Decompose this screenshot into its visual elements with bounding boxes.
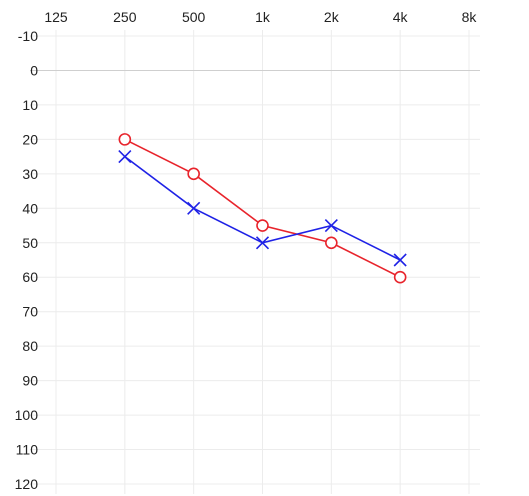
series-layer bbox=[118, 133, 407, 284]
data-point-cross bbox=[187, 201, 201, 215]
y-tick-label: 20 bbox=[22, 131, 38, 147]
x-tick-label: 8k bbox=[462, 9, 478, 25]
y-tick-label: 60 bbox=[22, 269, 38, 285]
data-point-cross bbox=[118, 150, 132, 164]
y-tick-label: 10 bbox=[22, 97, 38, 113]
x-tick-label: 125 bbox=[44, 9, 68, 25]
grid-lines bbox=[30, 30, 480, 494]
data-point-cross bbox=[324, 218, 338, 233]
y-tick-label: 70 bbox=[22, 304, 38, 320]
y-tick-label: 90 bbox=[22, 373, 38, 389]
data-point-circle bbox=[187, 167, 200, 181]
y-tick-label: 50 bbox=[22, 235, 38, 251]
y-tick-label: 120 bbox=[15, 476, 39, 492]
y-tick-label: 0 bbox=[30, 62, 38, 78]
x-axis-ticks: 125 250 500 1k 2k 4k 8k bbox=[44, 9, 477, 25]
x-tick-label: 500 bbox=[182, 9, 206, 25]
y-tick-label: 40 bbox=[22, 200, 38, 216]
data-point-circle bbox=[325, 236, 338, 250]
y-tick-label: 110 bbox=[16, 442, 39, 458]
y-tick-label: 80 bbox=[22, 338, 38, 354]
y-axis-ticks: -10 0 10 20 30 40 50 60 70 80 90 100 110 120 bbox=[15, 28, 39, 492]
data-point-circle bbox=[393, 270, 407, 284]
x-tick-label: 4k bbox=[393, 9, 409, 25]
x-tick-label: 250 bbox=[113, 9, 137, 25]
x-tick-label: 2k bbox=[324, 9, 340, 25]
x-tick-label: 1k bbox=[255, 9, 271, 25]
y-tick-label: -10 bbox=[18, 28, 38, 44]
data-point-circle bbox=[118, 133, 132, 146]
y-tick-label: 30 bbox=[22, 166, 38, 182]
data-point-cross bbox=[393, 253, 407, 267]
y-tick-label: 100 bbox=[15, 407, 39, 423]
data-point-circle bbox=[256, 219, 269, 232]
data-point-cross bbox=[255, 236, 270, 250]
